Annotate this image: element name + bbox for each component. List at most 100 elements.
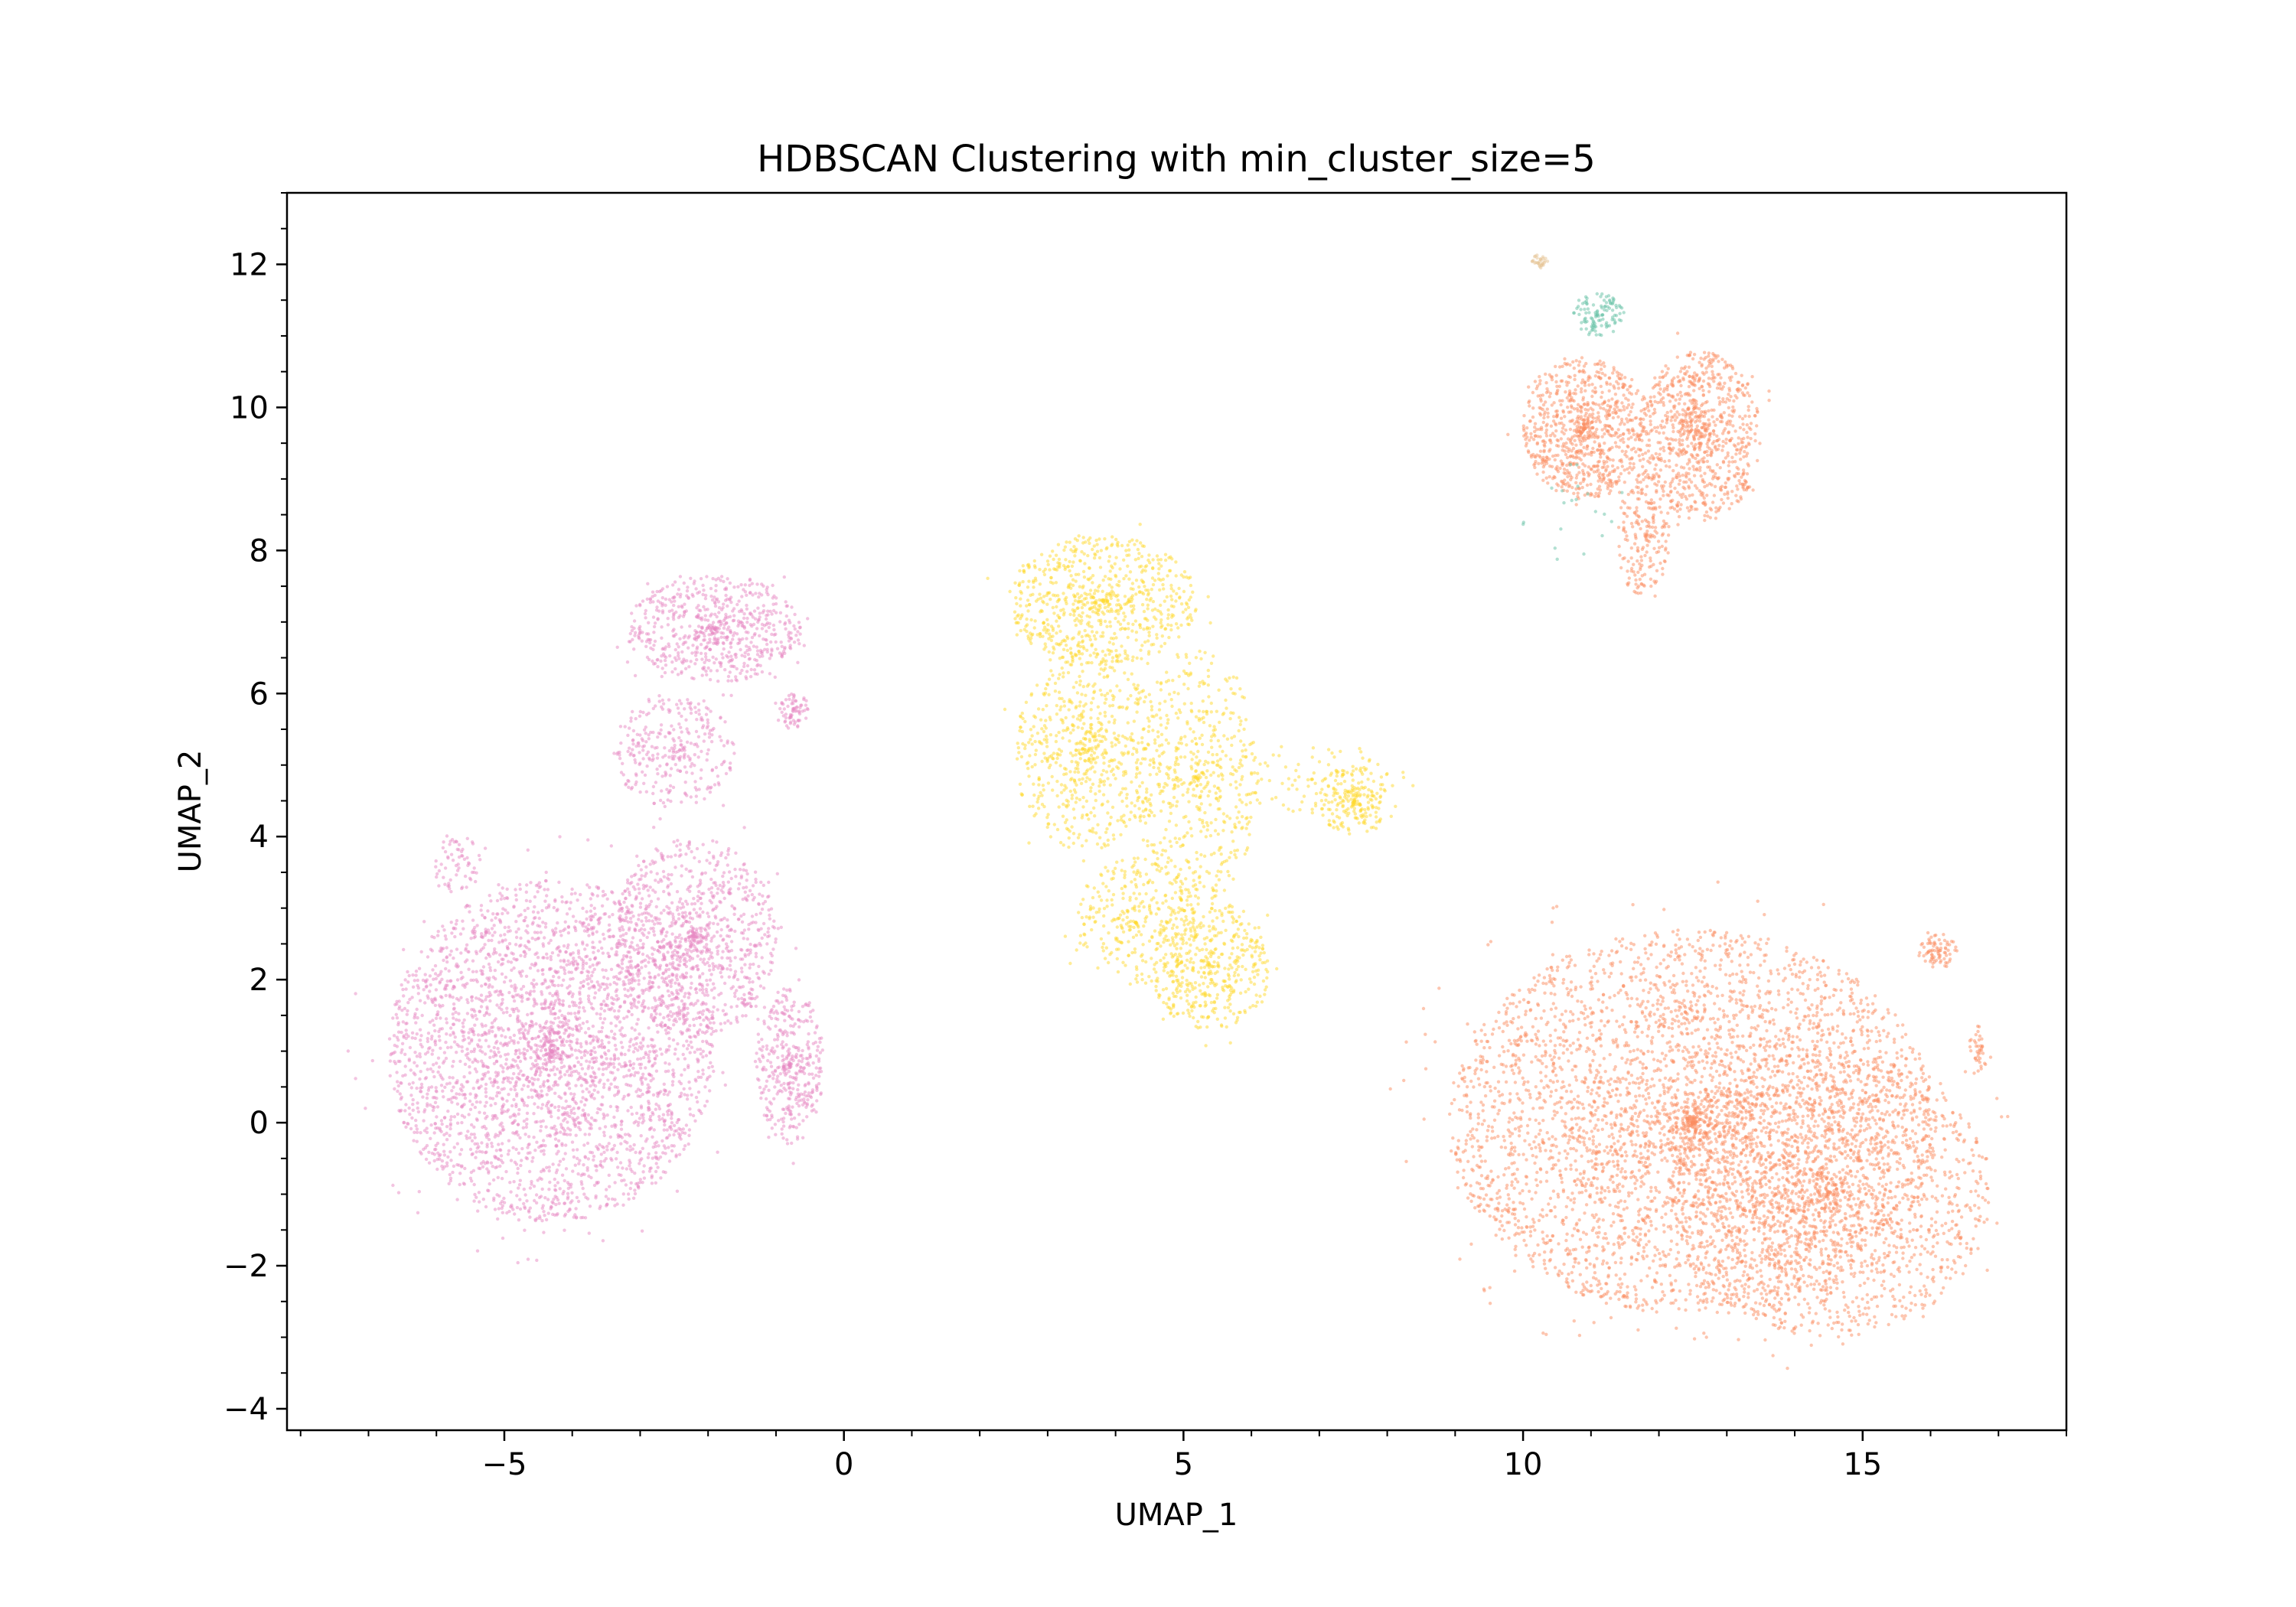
scatter-point — [654, 1162, 658, 1165]
scatter-point — [553, 1213, 557, 1217]
scatter-point — [605, 996, 609, 1001]
scatter-point — [599, 1062, 603, 1066]
scatter-point — [563, 1032, 566, 1035]
scatter-point — [553, 1137, 558, 1141]
scatter-point — [521, 1025, 526, 1028]
scatter-point — [722, 981, 727, 986]
scatter-point — [500, 1008, 504, 1012]
scatter-point — [656, 618, 660, 621]
scatter-point — [514, 1162, 519, 1166]
scatter-point — [495, 1081, 499, 1084]
scatter-point — [530, 1182, 533, 1186]
scatter-point — [540, 968, 544, 973]
scatter-point — [578, 1159, 582, 1162]
scatter-point — [753, 943, 757, 947]
scatter-point — [597, 961, 602, 965]
scatter-point — [696, 1011, 700, 1015]
scatter-point — [613, 1204, 617, 1208]
scatter-point — [488, 894, 491, 898]
scatter-point — [692, 676, 696, 681]
scatter-point — [550, 1054, 554, 1058]
scatter-point — [518, 1207, 523, 1211]
scatter-point — [520, 1159, 523, 1162]
scatter-point — [729, 1005, 733, 1009]
scatter-point — [542, 1080, 546, 1084]
scatter-point — [731, 637, 735, 641]
scatter-point — [622, 1075, 626, 1079]
scatter-point — [563, 968, 566, 973]
scatter-point — [603, 912, 608, 916]
scatter-point — [400, 1041, 405, 1046]
scatter-point — [536, 1105, 540, 1110]
scatter-point — [759, 927, 763, 931]
scatter-point — [567, 1004, 572, 1009]
scatter-point — [434, 1126, 438, 1130]
scatter-point — [697, 787, 701, 791]
scatter-point — [572, 1064, 576, 1068]
scatter-point — [426, 996, 430, 1000]
scatter-point — [570, 1199, 574, 1203]
scatter-point — [516, 1123, 520, 1126]
scatter-point — [548, 1033, 552, 1038]
scatter-point — [507, 1209, 511, 1214]
scatter-point — [402, 994, 406, 998]
scatter-point — [679, 743, 683, 747]
scatter-point — [621, 1166, 625, 1170]
scatter-point — [476, 1060, 480, 1064]
scatter-point — [663, 1123, 667, 1127]
scatter-point — [706, 960, 709, 965]
scatter-point — [559, 1096, 563, 1100]
scatter-point — [626, 1094, 630, 1097]
scatter-point — [618, 1004, 622, 1009]
scatter-point — [569, 1092, 573, 1096]
scatter-point — [717, 783, 721, 787]
scatter-point — [517, 970, 521, 974]
scatter-point — [694, 947, 698, 951]
scatter-point — [491, 1165, 494, 1169]
scatter-point — [584, 1040, 589, 1044]
scatter-point — [589, 1094, 593, 1097]
scatter-point — [638, 1066, 643, 1070]
scatter-point — [561, 928, 566, 933]
scatter-point — [517, 1186, 520, 1190]
scatter-point — [626, 989, 630, 993]
scatter-point — [743, 896, 748, 900]
scatter-point — [536, 1035, 540, 1038]
scatter-point — [600, 982, 604, 986]
scatter-point — [543, 1214, 546, 1217]
scatter-point — [586, 997, 591, 1001]
scatter-point — [544, 906, 549, 910]
scatter-point — [573, 1163, 577, 1167]
scatter-point — [426, 1068, 429, 1071]
scatter-point — [501, 957, 505, 962]
scatter-point — [608, 983, 612, 986]
scatter-point — [550, 951, 555, 955]
scatter-point — [647, 641, 652, 645]
scatter-point — [641, 942, 645, 946]
scatter-point — [732, 976, 735, 980]
scatter-point — [642, 1164, 646, 1168]
scatter-point — [673, 940, 677, 944]
scatter-point — [760, 670, 765, 674]
scatter-point — [475, 1070, 478, 1074]
scatter-point — [797, 642, 801, 646]
scatter-point — [703, 652, 708, 656]
scatter-point — [719, 738, 723, 742]
scatter-point — [677, 1006, 681, 1009]
scatter-point — [773, 675, 777, 680]
scatter-point — [520, 999, 524, 1003]
scatter-point — [693, 1050, 696, 1054]
scatter-point — [565, 1133, 569, 1136]
scatter-point — [689, 660, 693, 663]
scatter-point — [684, 964, 689, 969]
scatter-point — [705, 758, 709, 762]
scatter-point — [707, 850, 711, 855]
scatter-point — [579, 1050, 583, 1054]
scatter-point — [727, 934, 732, 938]
scatter-point — [727, 975, 731, 979]
scatter-point — [581, 1022, 585, 1025]
scatter-point — [632, 1074, 637, 1077]
scatter-point — [589, 1049, 593, 1053]
scatter-point — [395, 999, 399, 1004]
